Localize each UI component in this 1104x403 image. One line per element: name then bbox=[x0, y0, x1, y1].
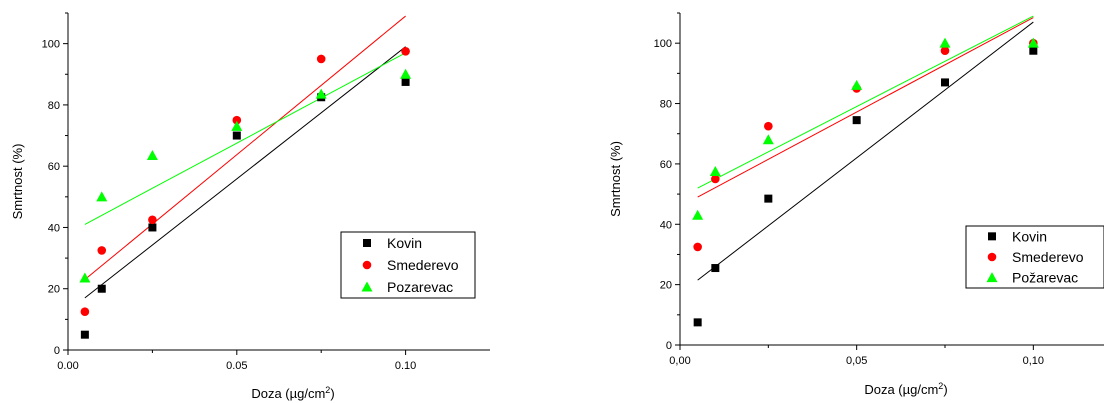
point-kovin bbox=[764, 194, 773, 203]
point-pozarevac bbox=[96, 191, 108, 202]
x-tick-label: 0,00 bbox=[669, 355, 690, 367]
y-tick-label: 80 bbox=[660, 99, 672, 111]
legend-marker-poarevac bbox=[986, 272, 998, 283]
point-poarevac bbox=[939, 37, 951, 48]
x-tick-label: 0,05 bbox=[846, 355, 867, 367]
x-tick-label: 0.00 bbox=[57, 360, 78, 372]
fit-line-smederevo bbox=[84, 15, 406, 280]
x-tick-label: 0.10 bbox=[395, 360, 416, 372]
point-pozarevac bbox=[400, 68, 412, 79]
point-smederevo bbox=[232, 115, 242, 125]
legend-marker-smederevo bbox=[362, 260, 372, 270]
point-smederevo bbox=[401, 46, 410, 56]
point-pozarevac bbox=[315, 88, 327, 99]
legend-label-pozarevac: Pozarevac bbox=[387, 279, 453, 295]
y-tick-label: 100 bbox=[654, 38, 672, 50]
fit-line-smederevo bbox=[697, 17, 1034, 198]
y-axis-label: Smrtnost (%) bbox=[608, 141, 623, 217]
y-tick-label: 40 bbox=[660, 219, 672, 231]
point-kovin bbox=[941, 78, 949, 87]
point-kovin bbox=[80, 330, 89, 339]
y-tick-label: 60 bbox=[660, 159, 672, 171]
point-smederevo bbox=[940, 46, 950, 56]
point-smederevo bbox=[711, 174, 720, 184]
point-kovin bbox=[97, 284, 106, 293]
point-kovin bbox=[148, 223, 157, 232]
point-kovin bbox=[1029, 46, 1038, 55]
y-axis-label: Smrtnost (%) bbox=[10, 144, 25, 220]
x-tick-label: 0,10 bbox=[1023, 355, 1044, 367]
point-poarevac bbox=[692, 209, 704, 220]
legend-label-kovin: Kovin bbox=[387, 235, 422, 251]
point-kovin bbox=[401, 77, 410, 86]
legend-marker-kovin bbox=[988, 232, 996, 241]
fit-line-pozarevac bbox=[84, 52, 406, 225]
y-tick-label: 40 bbox=[48, 222, 60, 234]
legend-label-smederevo: Smederevo bbox=[387, 257, 459, 273]
y-tick-label: 20 bbox=[660, 280, 672, 292]
point-poarevac bbox=[851, 79, 863, 90]
legend-label-smederevo: Smederevo bbox=[1012, 249, 1084, 265]
point-kovin bbox=[693, 318, 702, 327]
point-kovin bbox=[711, 264, 720, 273]
point-smederevo bbox=[80, 307, 90, 317]
point-kovin bbox=[232, 131, 241, 140]
point-pozarevac bbox=[146, 149, 158, 160]
point-smederevo bbox=[148, 215, 157, 225]
point-pozarevac bbox=[231, 120, 243, 131]
point-smederevo bbox=[693, 242, 702, 252]
chart-1: 0 20 40 60 80 100 0.00 0.05 0.10 Doza (µg/cm2) Smr… bbox=[10, 12, 490, 401]
y-tick-label: 0 bbox=[666, 340, 672, 352]
point-pozarevac bbox=[79, 272, 91, 283]
point-smederevo bbox=[97, 246, 107, 255]
point-poarevac bbox=[762, 134, 774, 145]
point-smederevo bbox=[764, 121, 773, 131]
y-tick-label: 100 bbox=[42, 39, 60, 51]
point-poarevac bbox=[709, 165, 721, 176]
x-axis-label: Doza (µg/cm2) bbox=[864, 381, 947, 397]
fit-line-kovin bbox=[84, 46, 406, 299]
y-tick-label: 80 bbox=[48, 100, 60, 112]
point-poarevac bbox=[1027, 37, 1039, 48]
point-kovin bbox=[852, 116, 861, 125]
fit-line-kovin bbox=[697, 21, 1034, 281]
y-tick-label: 0 bbox=[54, 345, 60, 357]
y-tick-label: 20 bbox=[48, 284, 60, 296]
x-tick-label: 0.05 bbox=[226, 360, 247, 372]
chart-2: 0 20 40 60 80 100 0,00 0,05 0,10 Doza (µg/cm2) Smr… bbox=[608, 12, 1104, 397]
fit-line-poarevac bbox=[697, 15, 1034, 189]
legend-marker-kovin bbox=[363, 239, 371, 247]
y-tick-label: 60 bbox=[48, 161, 60, 173]
x-axis-label: Doza (µg/cm2) bbox=[251, 385, 334, 401]
legend-marker-pozarevac bbox=[361, 281, 373, 292]
legend-marker-smederevo bbox=[987, 252, 997, 262]
legend-label-poarevac: Požarevac bbox=[1012, 270, 1078, 286]
point-smederevo bbox=[316, 54, 326, 64]
legend-label-kovin: Kovin bbox=[1012, 228, 1047, 244]
